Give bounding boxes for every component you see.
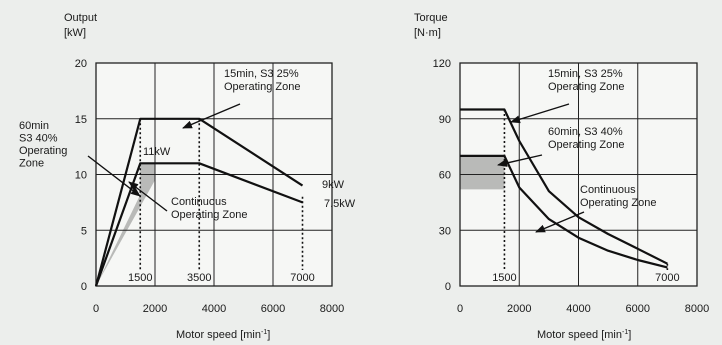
y-tick-label: 15 <box>75 114 87 126</box>
shaded-zone <box>460 155 505 190</box>
x-tick-label: 6000 <box>626 303 650 315</box>
y-tick-label: 120 <box>433 58 451 70</box>
annotation-arrow <box>497 154 543 167</box>
curve-s3-25 <box>460 108 668 265</box>
annotation-arrow <box>128 181 168 212</box>
y-tick-label: 5 <box>81 225 87 237</box>
y-tick-label: 0 <box>445 281 451 293</box>
x-tick-label: 2000 <box>507 303 531 315</box>
y-axis-label: Output <box>64 12 97 24</box>
y-axis-label: Torque <box>414 12 448 24</box>
y-tick-label: 20 <box>75 58 87 70</box>
annotation: 9kW <box>322 179 345 191</box>
y-tick-label: 0 <box>81 281 87 293</box>
speed-marker-label: 1500 <box>492 272 516 284</box>
annotation: 60min, S3 40% Operating Zone <box>548 126 624 151</box>
annotation-arrow <box>535 211 585 233</box>
curve-continuous <box>94 162 303 287</box>
x-tick-label: 4000 <box>202 303 226 315</box>
speed-marker-label: 7000 <box>655 272 679 284</box>
speed-marker-label: 1500 <box>128 272 152 284</box>
x-tick-label: 6000 <box>261 303 285 315</box>
y-tick-label: 30 <box>439 225 451 237</box>
plot-frame <box>459 62 698 287</box>
annotation: 11kW <box>143 146 171 158</box>
x-tick-label: 0 <box>457 303 463 315</box>
y-tick-label: 60 <box>439 170 451 182</box>
x-axis-label: Motor speed [min-1] <box>537 329 631 341</box>
x-axis-label: Motor speed [min-1] <box>176 329 270 341</box>
y-axis-label: [N·m] <box>414 27 441 39</box>
annotation: 60min S3 40% Operating Zone <box>19 120 67 170</box>
speed-marker-label: 7000 <box>290 272 314 284</box>
annotation: 15min, S3 25% Operating Zone <box>548 68 624 93</box>
annotation: Continuous Operating Zone <box>580 184 656 209</box>
x-tick-label: 8000 <box>685 303 709 315</box>
annotation: Continuous Operating Zone <box>171 196 247 221</box>
x-tick-label: 2000 <box>143 303 167 315</box>
annotation: 7.5kW <box>324 198 356 210</box>
x-tick-label: 0 <box>93 303 99 315</box>
speed-marker-label: 3500 <box>187 272 211 284</box>
torque-chart: 1500 7000 0 2000 4000 6000 8000 0 30 60 90 120 Torqu… <box>414 12 709 341</box>
annotation-arrow <box>510 103 570 124</box>
x-tick-label: 4000 <box>566 303 590 315</box>
x-tick-label: 8000 <box>320 303 344 315</box>
output-chart: 1500 3500 7000 0 2000 4000 6000 8000 0 5 10 15 20 Out… <box>19 12 356 341</box>
curve-s3-25 <box>94 117 304 287</box>
annotation-arrow <box>182 103 241 129</box>
annotation: 15min, S3 25% Operating Zone <box>224 68 300 93</box>
y-axis-label: [kW] <box>64 27 86 39</box>
y-tick-label: 10 <box>75 170 87 182</box>
y-tick-label: 90 <box>439 114 451 126</box>
plot-frame <box>95 62 333 287</box>
